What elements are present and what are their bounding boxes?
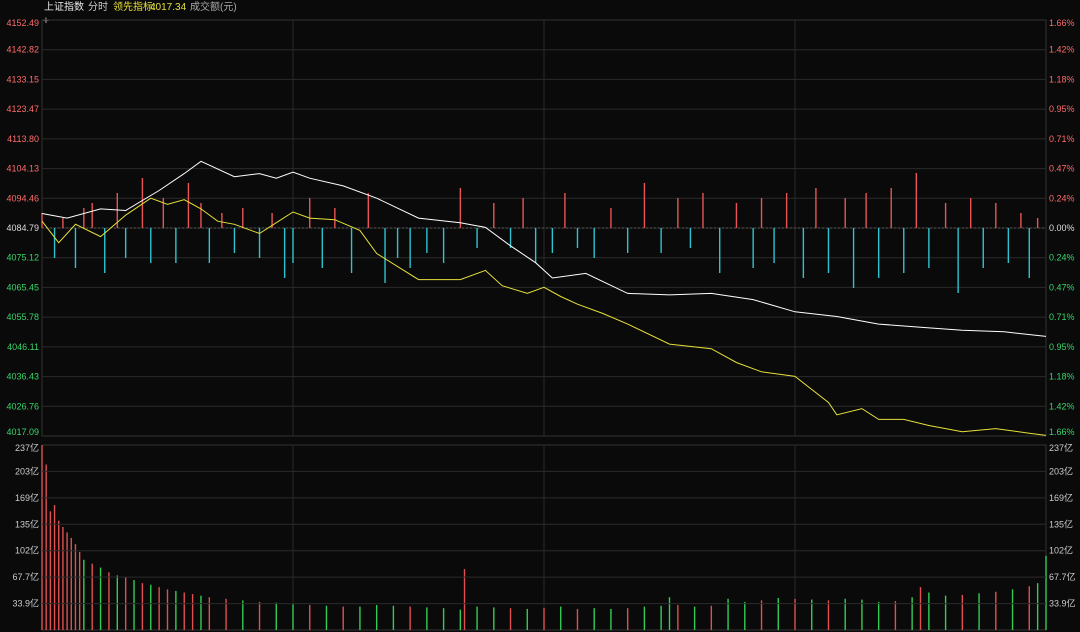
index-name[interactable]: 上证指数 bbox=[44, 2, 84, 13]
percent-tick-label: 1.66% bbox=[1049, 18, 1075, 28]
volume-tick-label: 203亿 bbox=[15, 465, 39, 476]
volume-tick-label-right: 237亿 bbox=[1049, 442, 1073, 453]
price-tick-label: 4046.11 bbox=[7, 342, 39, 352]
volume-tick-label-right: 102亿 bbox=[1049, 545, 1073, 556]
volume-tick-label-right: 203亿 bbox=[1049, 465, 1073, 476]
volume-tick-label: 237亿 bbox=[15, 442, 39, 453]
percent-tick-label: 0.71% bbox=[1049, 312, 1075, 322]
indicator-label: 领先指标: bbox=[113, 2, 156, 13]
percent-tick-label: 0.95% bbox=[1049, 342, 1075, 352]
volume-tick-label: 67.7亿 bbox=[12, 571, 39, 582]
price-tick-label: 4055.78 bbox=[6, 312, 39, 322]
percent-tick-label: 1.18% bbox=[1049, 372, 1075, 382]
price-tick-label: 4036.43 bbox=[6, 372, 39, 382]
volume-tick-label-right: 67.7亿 bbox=[1049, 571, 1076, 582]
price-tick-label: 4094.46 bbox=[6, 193, 39, 203]
percent-tick-label: 0.24% bbox=[1049, 193, 1075, 203]
percent-tick-label: 1.18% bbox=[1049, 74, 1075, 84]
price-tick-label: 4084.79 bbox=[6, 223, 39, 233]
price-tick-label: 4123.47 bbox=[6, 104, 39, 114]
price-tick-label: 4113.80 bbox=[7, 134, 39, 144]
price-tick-label: 4026.76 bbox=[6, 401, 39, 411]
percent-tick-label: 1.66% bbox=[1049, 427, 1075, 437]
leading-line bbox=[41, 197, 1047, 436]
volume-tick-label: 33.9亿 bbox=[12, 598, 39, 609]
percent-tick-label: 0.00% bbox=[1049, 223, 1075, 233]
price-tick-label: 4017.09 bbox=[6, 427, 39, 437]
percent-tick-label: 0.47% bbox=[1049, 164, 1075, 174]
percent-tick-label: 0.95% bbox=[1049, 104, 1075, 114]
mode-label[interactable]: 分时 bbox=[88, 2, 108, 13]
volume-tick-label-right: 135亿 bbox=[1049, 518, 1073, 529]
volume-tick-label-right: 169亿 bbox=[1049, 492, 1073, 503]
percent-tick-label: 0.24% bbox=[1049, 253, 1075, 263]
price-tick-label: 4075.12 bbox=[6, 253, 39, 263]
price-tick-label: 4065.45 bbox=[6, 282, 39, 292]
volume-tick-label: 102亿 bbox=[15, 545, 39, 556]
price-tick-label: 4152.49 bbox=[6, 18, 39, 28]
chart-header: 上证指数 分时 领先指标: 4017.34 成交额(元) bbox=[0, 0, 1080, 16]
indicator-value: 4017.34 bbox=[150, 2, 187, 13]
volume-label: 成交额(元) bbox=[190, 2, 237, 13]
price-line bbox=[41, 160, 1047, 337]
volume-tick-label-right: 33.9亿 bbox=[1049, 598, 1076, 609]
percent-tick-label: 1.42% bbox=[1049, 45, 1075, 55]
percent-tick-label: 0.47% bbox=[1049, 282, 1075, 292]
price-tick-label: 4142.82 bbox=[6, 45, 39, 55]
volume-tick-label: 135亿 bbox=[15, 518, 39, 529]
crosshair-icon[interactable]: + bbox=[42, 15, 50, 27]
percent-tick-label: 1.42% bbox=[1049, 401, 1075, 411]
price-tick-label: 4133.15 bbox=[6, 74, 39, 84]
price-tick-label: 4104.13 bbox=[6, 164, 39, 174]
volume-tick-label: 169亿 bbox=[15, 492, 39, 503]
percent-tick-label: 0.71% bbox=[1049, 134, 1075, 144]
